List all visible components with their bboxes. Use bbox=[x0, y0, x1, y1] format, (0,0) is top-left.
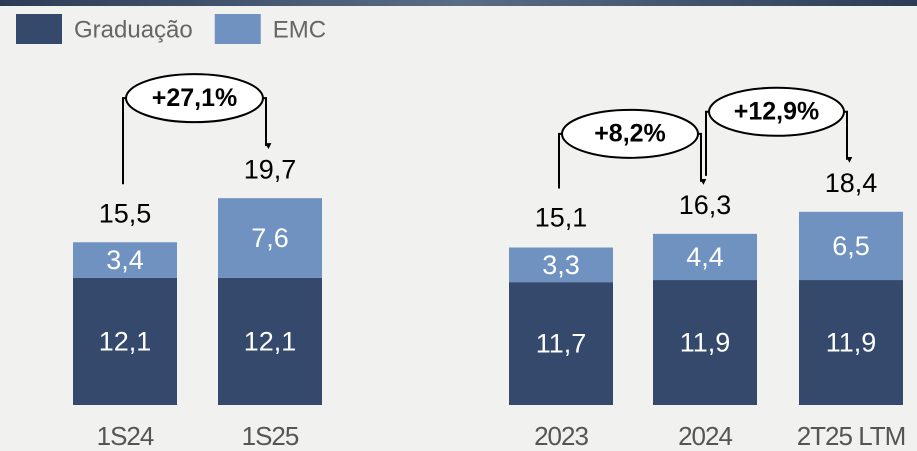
annotation-label: +8,2% bbox=[594, 119, 666, 147]
bar-segment bbox=[509, 247, 613, 283]
segment-label: 12,1 bbox=[244, 327, 297, 357]
annotation-bracket bbox=[558, 132, 562, 189]
bar-segment bbox=[73, 277, 177, 405]
segment-label: 11,9 bbox=[826, 328, 877, 358]
bar-segment bbox=[509, 282, 613, 405]
legend-label: Graduação bbox=[74, 16, 193, 43]
total-label: 15,1 bbox=[535, 203, 588, 233]
segment-label: 11,7 bbox=[536, 329, 587, 359]
legend-swatch bbox=[16, 14, 62, 44]
x-tick-label: 2024 bbox=[678, 421, 732, 451]
segment-label: 3,3 bbox=[542, 250, 580, 280]
annotation-bracket bbox=[705, 110, 709, 176]
bar-segment bbox=[218, 198, 322, 278]
annotation-arrow bbox=[698, 132, 707, 185]
legend-swatch bbox=[214, 14, 261, 44]
segment-label: 3,4 bbox=[106, 245, 144, 275]
segment-label: 11,9 bbox=[680, 328, 731, 358]
total-label: 18,4 bbox=[825, 168, 878, 198]
total-label: 16,3 bbox=[679, 190, 732, 220]
x-tick-label: 2023 bbox=[534, 421, 588, 451]
bar-segment bbox=[653, 280, 757, 405]
top-strip bbox=[0, 0, 917, 6]
bar-segment bbox=[799, 280, 903, 405]
annotation-ellipse bbox=[708, 86, 845, 137]
x-tick-label: 1S24 bbox=[97, 421, 154, 451]
annotation-ellipse bbox=[125, 73, 264, 124]
annotation-arrow bbox=[263, 97, 272, 150]
legend-label: EMC bbox=[273, 16, 326, 43]
bar-segment bbox=[73, 242, 177, 278]
segment-label: 7,6 bbox=[251, 223, 289, 253]
segment-label: 6,5 bbox=[832, 231, 870, 261]
x-tick-label: 1S25 bbox=[242, 421, 299, 451]
annotation-label: +12,9% bbox=[734, 97, 820, 125]
bar-segment bbox=[653, 233, 757, 281]
bar-segment bbox=[218, 277, 322, 405]
annotation-bracket bbox=[122, 97, 126, 185]
bar-segment bbox=[799, 211, 903, 281]
total-label: 15,5 bbox=[99, 198, 152, 228]
annotation-ellipse bbox=[561, 108, 699, 159]
annotation-arrow bbox=[844, 110, 853, 163]
segment-label: 12,1 bbox=[99, 327, 152, 357]
segment-label: 4,4 bbox=[686, 242, 724, 272]
x-tick-label: 2T25 LTM bbox=[797, 421, 906, 451]
total-label: 19,7 bbox=[244, 154, 297, 184]
annotation-label: +27,1% bbox=[152, 84, 238, 112]
